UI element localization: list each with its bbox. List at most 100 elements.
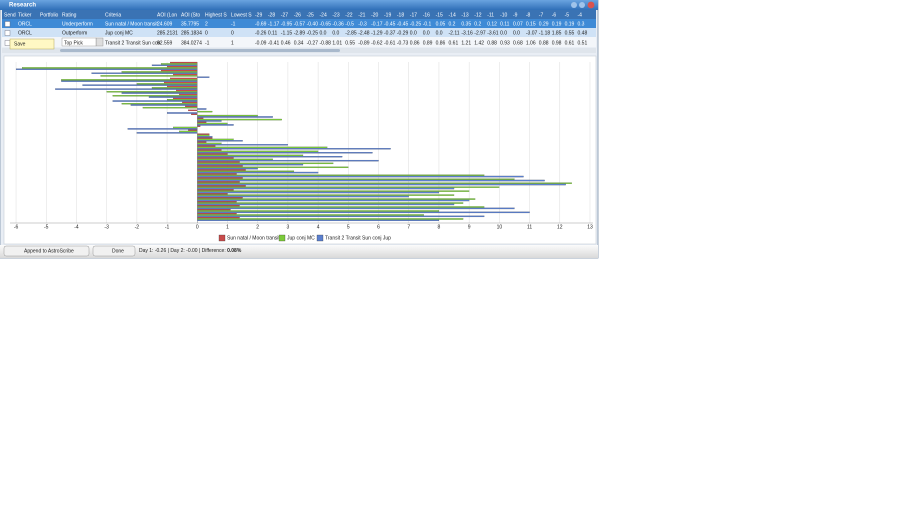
column-header[interactable]: Ticker (18, 12, 32, 18)
scroll-thumb[interactable] (60, 49, 340, 52)
column-header[interactable]: Lowest S (231, 12, 252, 18)
x-tick-label: 10 (497, 224, 503, 230)
column-header[interactable]: Rating (62, 12, 77, 18)
day-cell: 0.46 (281, 40, 291, 46)
day-cell: -0.57 (294, 21, 306, 27)
bar (136, 83, 198, 85)
day-cell: 0.2 (474, 21, 481, 27)
day-cell: 0.88 (539, 40, 549, 46)
table-row[interactable] (2, 37, 596, 47)
column-header[interactable]: -11 (487, 12, 494, 18)
column-header[interactable]: -7 (539, 12, 544, 18)
day-cell: 0.05 (436, 21, 446, 27)
status-summary: Day 1: -0.26 | Day 2: -0.00 | Difference… (139, 248, 227, 254)
bar (197, 195, 409, 198)
bar (167, 112, 198, 114)
day-cell: 0.07 (513, 21, 523, 27)
column-header[interactable]: -4 (578, 12, 583, 18)
column-header[interactable]: -20 (371, 12, 378, 18)
day-cell: 0.3 (578, 21, 585, 27)
table-row-selected[interactable] (2, 19, 596, 28)
bar (197, 145, 216, 147)
day-cell: 0.55 (565, 30, 575, 36)
day-cell: -2.48 (358, 30, 370, 36)
column-header[interactable]: -29 (255, 12, 262, 18)
column-header[interactable]: Send (4, 12, 16, 18)
day-cell: 0.61 (565, 40, 575, 46)
bar (182, 101, 198, 104)
column-header[interactable]: -27 (281, 12, 288, 18)
send-checkbox[interactable] (4, 30, 11, 36)
column-header[interactable]: Criteria (105, 12, 121, 18)
column-header[interactable]: Portfolio (40, 12, 59, 18)
append-button-label: Append to AstroScribe (24, 248, 74, 254)
day-cell: -0.3 (358, 21, 367, 27)
bar (197, 149, 222, 151)
column-header[interactable]: -24 (320, 12, 327, 18)
bar (197, 194, 455, 196)
column-header[interactable]: -10 (500, 12, 507, 18)
bar (197, 110, 213, 113)
bar (197, 165, 243, 167)
bar (176, 89, 198, 92)
column-header[interactable]: -22 (345, 12, 352, 18)
legend-swatch (218, 234, 226, 242)
bar (151, 64, 198, 66)
column-header[interactable]: -17 (410, 12, 417, 18)
table-cell: 1 (231, 40, 234, 46)
column-header[interactable]: -12 (474, 12, 481, 18)
save-popup[interactable] (9, 38, 55, 50)
status-text: Day 1: -0.26 | Day 2: -0.00 | Difference… (139, 248, 242, 254)
day-cell: -0.62 (371, 40, 383, 46)
column-header[interactable]: -6 (552, 12, 557, 18)
dropdown-toggle[interactable] (95, 37, 104, 47)
close-button[interactable] (587, 1, 595, 9)
bar (173, 73, 198, 76)
column-header[interactable]: -5 (565, 12, 570, 18)
column-header[interactable]: -16 (423, 12, 430, 18)
bar (197, 179, 545, 182)
column-header[interactable]: -26 (294, 12, 301, 18)
bar (112, 100, 198, 102)
table-cell: Top Pick (64, 40, 83, 46)
column-header[interactable]: -19 (384, 12, 391, 18)
column-header[interactable]: Highest S (205, 12, 227, 18)
column-header[interactable]: -21 (358, 12, 365, 18)
column-header[interactable]: AOI (Lon (157, 12, 177, 18)
day-cell: 0.0 (410, 30, 417, 36)
table-cell: -1 (205, 40, 210, 46)
bar (170, 61, 198, 64)
column-header[interactable]: -14 (449, 12, 456, 18)
minimize-button[interactable] (571, 2, 577, 8)
done-button[interactable] (92, 245, 136, 257)
day-cell: 0.0 (513, 30, 520, 36)
column-header[interactable]: -8 (526, 12, 531, 18)
send-checkbox[interactable] (4, 40, 11, 46)
day-cell: -0.36 (332, 21, 344, 27)
column-header[interactable]: -18 (397, 12, 404, 18)
bar (22, 67, 198, 69)
column-header[interactable]: -25 (307, 12, 314, 18)
day-cell: -0.65 (320, 21, 332, 27)
day-cell: -0.45 (397, 21, 409, 27)
day-cell: -0.17 (371, 21, 383, 27)
rating-dropdown[interactable] (61, 37, 97, 47)
table-cell: 82.559 (157, 40, 173, 46)
day-cell: -0.61 (384, 40, 396, 46)
legend-label: Transit 2 Transit Sun conj Jup (325, 235, 391, 241)
column-header[interactable]: -28 (268, 12, 275, 18)
column-header[interactable]: AOI (Sto (181, 12, 200, 18)
bar (197, 158, 273, 161)
column-header[interactable]: -23 (332, 12, 339, 18)
column-header[interactable]: -15 (436, 12, 443, 18)
bar (197, 121, 207, 123)
day-cell: -0.25 (307, 30, 319, 36)
table-row[interactable] (2, 28, 596, 37)
column-header[interactable]: -13 (461, 12, 468, 18)
bar (197, 118, 282, 121)
append-button[interactable] (3, 245, 90, 257)
send-checkbox[interactable] (4, 21, 11, 27)
column-header[interactable]: -9 (513, 12, 518, 18)
maximize-button[interactable] (579, 2, 585, 8)
